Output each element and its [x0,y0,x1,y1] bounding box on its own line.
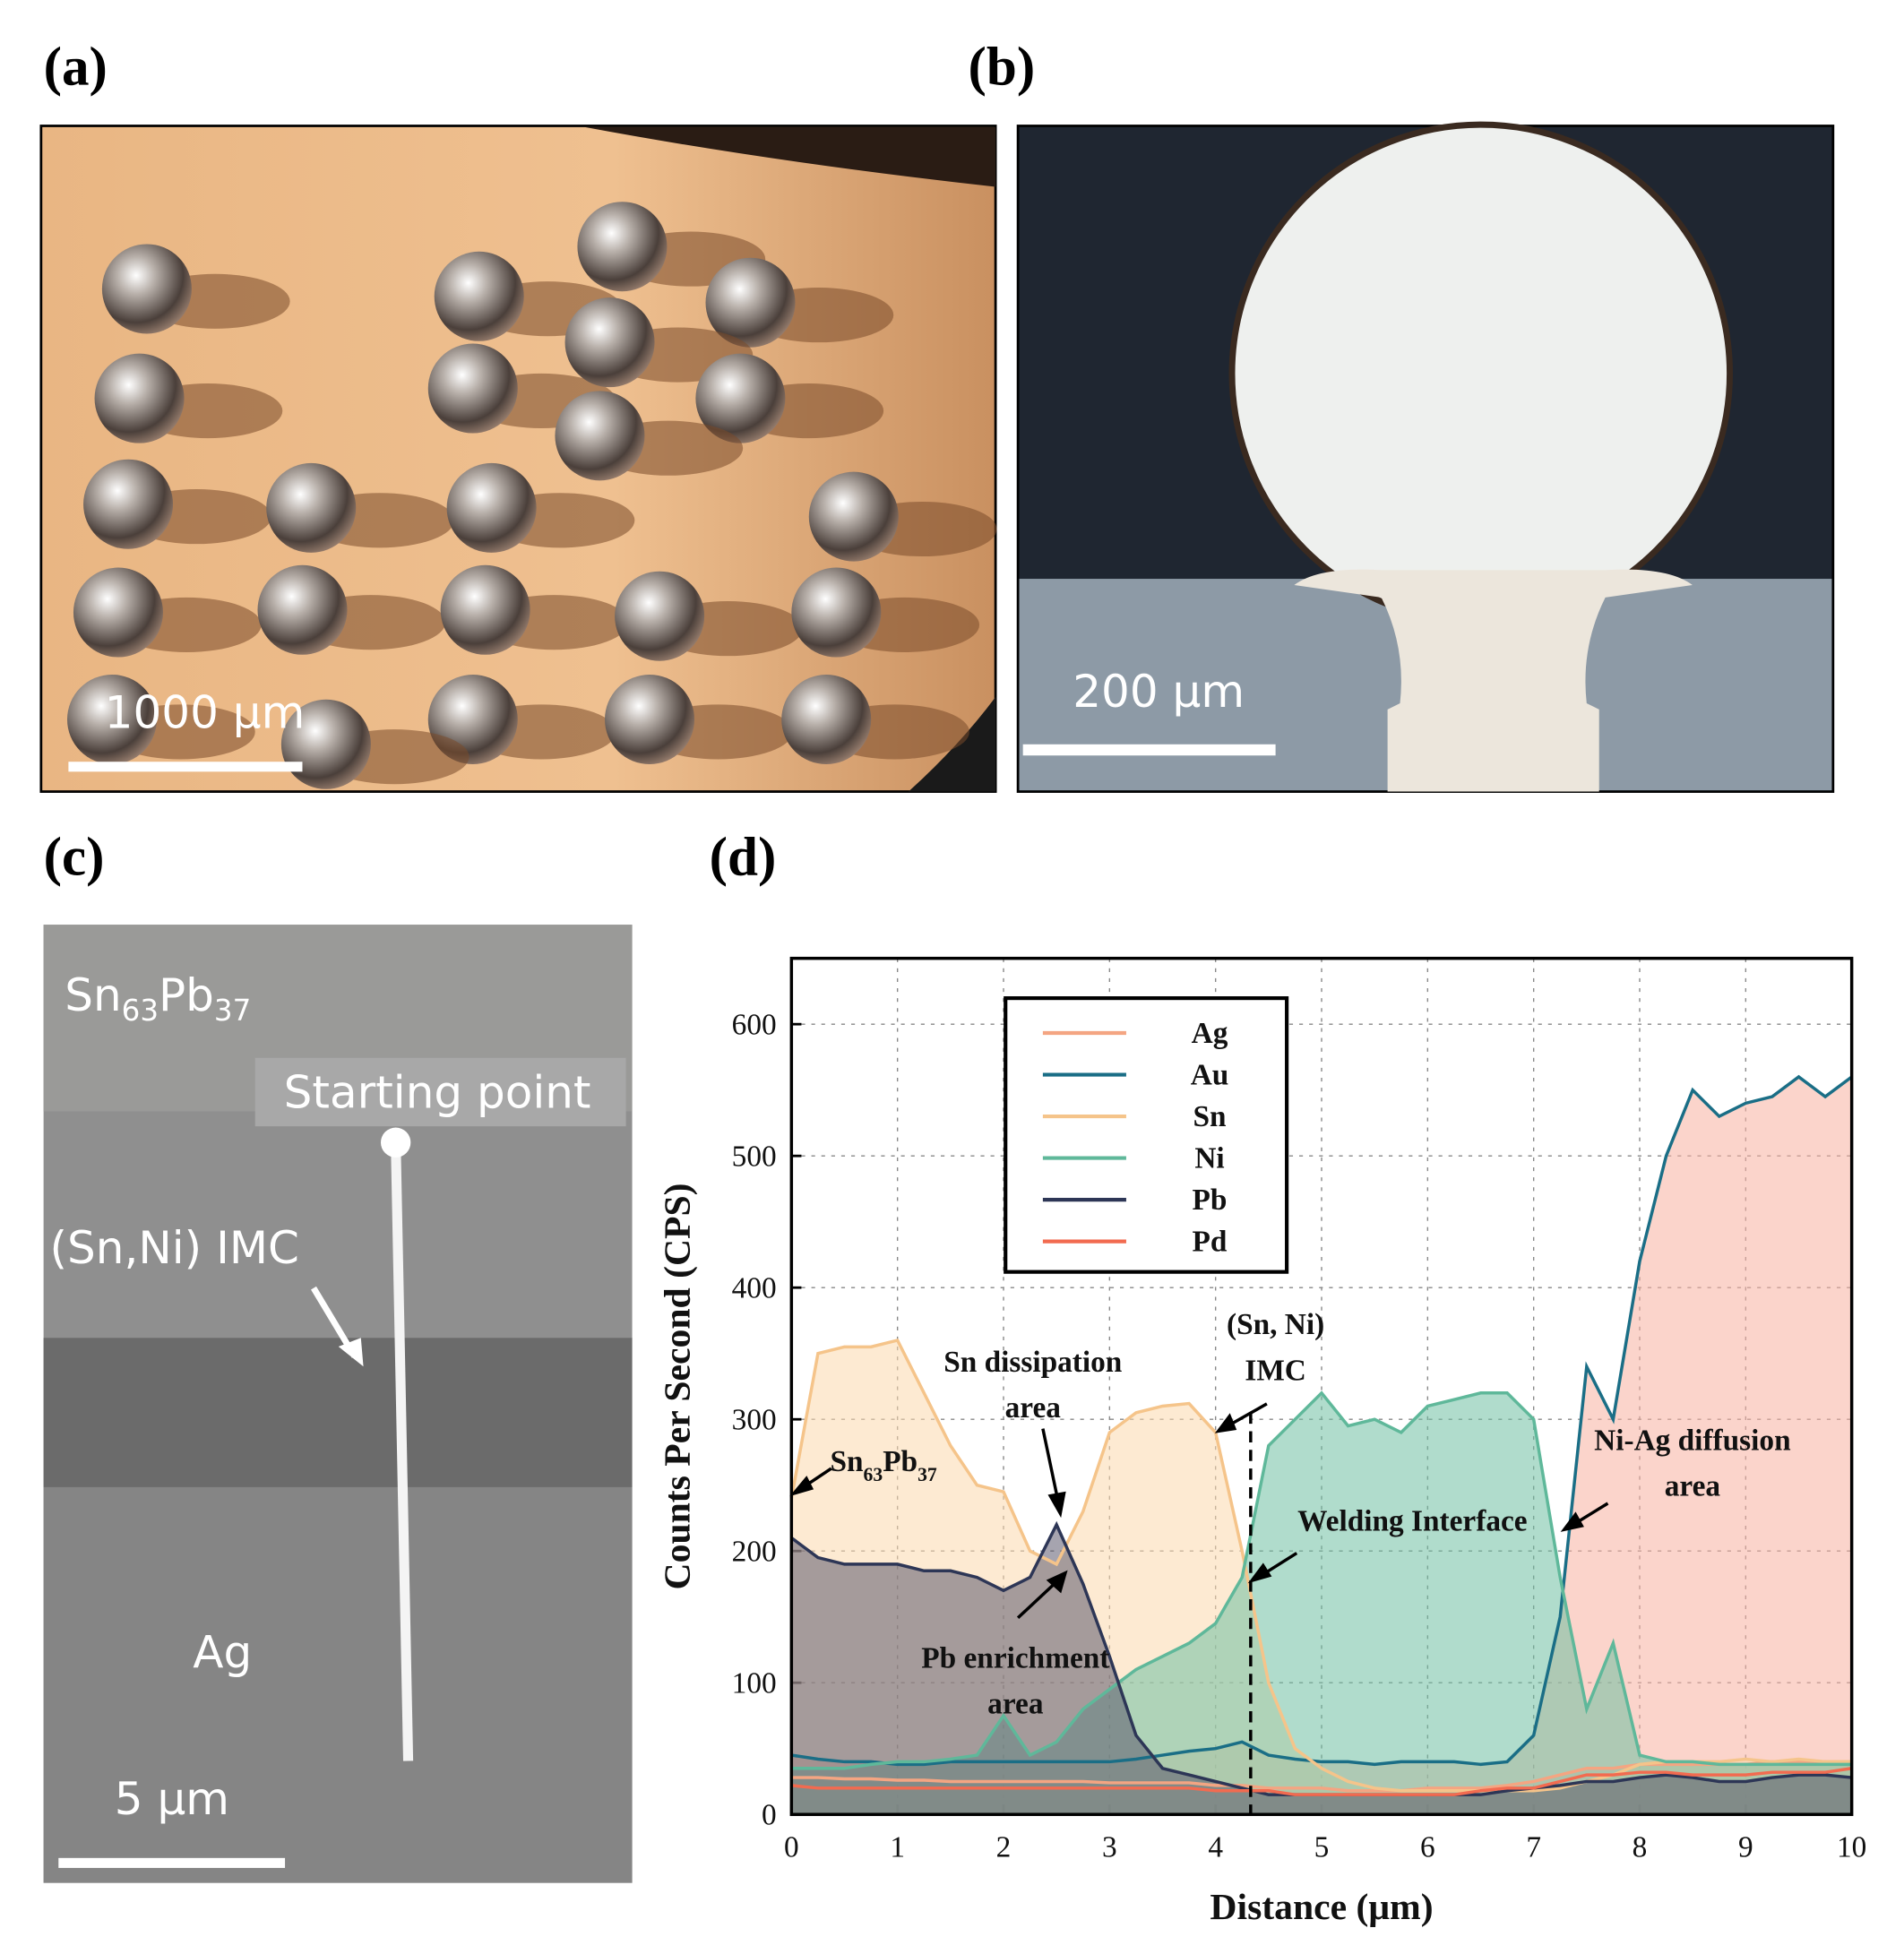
annotation: area [987,1688,1044,1721]
ball [94,353,185,443]
x-tick-label: 3 [1102,1830,1117,1864]
text-part: Pb [883,1445,918,1478]
annotation: Pb enrichment [921,1641,1109,1674]
photo-label: Ag [193,1626,252,1678]
y-tick-label: 200 [732,1535,777,1568]
y-tick-label: 500 [732,1140,777,1173]
y-tick-label: 300 [732,1403,777,1436]
series-line [791,1767,1852,1796]
ball [605,675,694,764]
ball [808,471,899,562]
x-tick-label: 7 [1526,1830,1541,1864]
ball [440,564,530,655]
panel-label: (a) [44,38,108,98]
ball [101,244,192,334]
legend [1004,996,1289,1274]
photo-b: 200 μm [1016,121,1835,793]
ball [83,459,174,549]
scale-label: 200 μm [1073,666,1245,718]
ball [67,675,157,764]
scale-label: 1000 μm [105,687,306,739]
annotation: area [1005,1391,1062,1425]
ball [791,567,882,658]
annotation: (Sn, Ni) [1227,1308,1324,1341]
series-line [791,1390,1852,1770]
legend-label: Pd [1193,1226,1228,1259]
text-part: 63 [122,994,159,1028]
ball [446,462,537,553]
x-tick-label: 5 [1314,1830,1330,1864]
ball [615,571,705,661]
x-tick-label: 9 [1738,1830,1753,1864]
x-tick-label: 2 [996,1830,1012,1864]
scale-label: 5 μm [115,1773,229,1825]
text-part: Sn [830,1445,864,1478]
photo-c: Sn63Pb37 Starting point (Sn,Ni) IMC Ag 5… [43,925,633,1883]
x-tick-label: 0 [784,1830,799,1864]
series-area [791,1076,1852,1815]
ball [695,353,786,443]
chart: 0 1 2 3 4 5 6 7 8 9 100100200300400500600Distance … [657,956,1866,1928]
ball [434,251,524,341]
annotation: Welding Interface [1297,1505,1527,1538]
series-line [791,1760,1852,1793]
x-tick-label: 6 [1420,1830,1435,1864]
text-part: Pb [159,969,214,1021]
y-axis-label: Counts Per Second (CPS) [657,1183,698,1589]
ball [781,675,872,764]
annotation-arrows [789,1402,1609,1815]
panel-label: (d) [710,828,777,888]
annotation: Sn dissipation [943,1346,1123,1379]
annotation: Ni-Ag diffusion [1594,1424,1791,1457]
x-tick-label: 10 [1837,1830,1866,1864]
ball [266,462,357,553]
ball [280,699,371,789]
series-line [791,1074,1853,1767]
text-part: 37 [918,1464,937,1485]
ball [257,564,348,655]
text-part: 63 [864,1464,883,1485]
x-tick-label: 8 [1633,1830,1648,1864]
ball [555,391,645,481]
plot-frame [789,956,1854,1816]
ball [564,297,655,388]
x-tick-label: 1 [890,1830,905,1864]
panel-label: (b) [969,38,1036,98]
y-tick-label: 0 [762,1798,777,1831]
annotation: area [1665,1470,1721,1503]
panel-label: (c) [44,828,105,888]
text-part: 37 [214,994,251,1028]
y-tick-label: 600 [732,1008,777,1041]
legend-label: Au [1191,1059,1229,1092]
photo-label: Sn63Pb37 [65,969,251,1028]
legend-label: Ag [1192,1017,1228,1050]
annotation: IMC [1245,1355,1306,1388]
text-part: Sn [65,969,121,1021]
ball [577,202,668,292]
photo-a: 1000 μm [39,125,997,793]
photo-label: (Sn,Ni) IMC [50,1222,299,1274]
legend-label: Ni [1194,1142,1224,1175]
ball [427,343,518,434]
legend-label: Pb [1193,1184,1228,1217]
y-tick-label: 100 [732,1666,777,1700]
y-tick-label: 400 [732,1271,777,1304]
x-axis-label: Distance (μm) [1210,1887,1433,1928]
ball [73,567,163,658]
ball [705,257,796,348]
legend-label: Sn [1193,1100,1227,1133]
photo-label: Starting point [284,1066,591,1118]
x-tick-label: 4 [1208,1830,1223,1864]
annotation: Sn63Pb37 [830,1445,936,1485]
